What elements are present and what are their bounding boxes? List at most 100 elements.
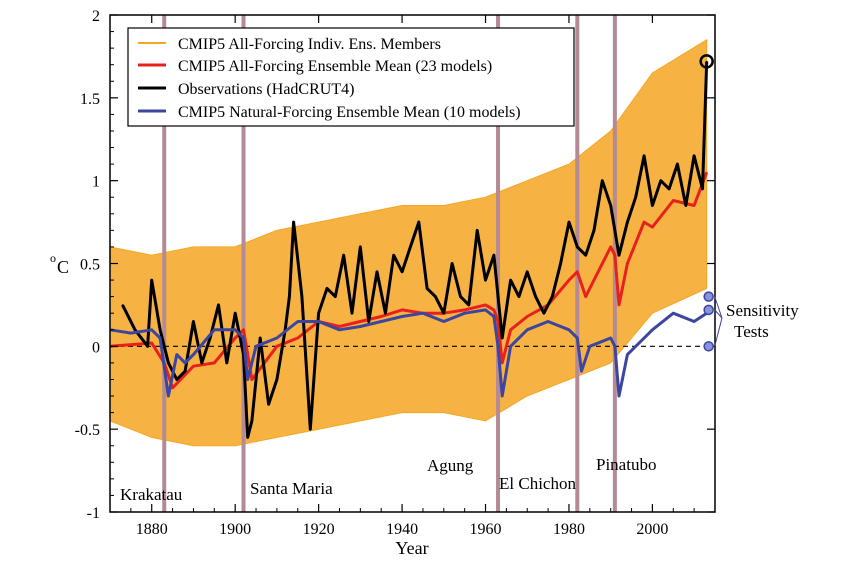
y-tick-label: -0.5 (75, 422, 100, 439)
data-point (568, 329, 570, 331)
sensitivity-leader-line (714, 317, 723, 347)
data-point (359, 320, 361, 323)
data-point (459, 296, 462, 298)
data-point (626, 221, 629, 223)
data-point (451, 262, 453, 265)
data-point (318, 320, 320, 323)
data-point (318, 312, 320, 314)
x-tick-label: 1960 (470, 521, 502, 538)
data-point (464, 309, 466, 311)
data-point (493, 254, 495, 256)
data-point (147, 345, 149, 347)
data-point (601, 180, 603, 182)
data-point (518, 296, 520, 298)
data-point (643, 155, 645, 157)
y-tick-label: 0.5 (80, 257, 100, 274)
x-tick-label: 1980 (553, 521, 585, 538)
sensitivity-leader-line (714, 296, 723, 319)
sensitivity-tests: Sensitivity Tests (703, 291, 799, 352)
data-point (501, 337, 503, 339)
data-point (297, 320, 299, 323)
data-point (468, 304, 470, 306)
data-point (234, 337, 236, 339)
data-point (547, 320, 549, 323)
data-point (651, 226, 654, 228)
data-point (268, 403, 270, 405)
legend-box (127, 27, 575, 127)
data-point (643, 221, 645, 223)
data-point (510, 279, 512, 281)
sensitivity-test-marker (703, 341, 714, 352)
data-point (184, 370, 186, 372)
data-point (301, 296, 303, 298)
data-point (209, 337, 211, 339)
sensitivity-test-marker (703, 291, 714, 302)
volcano-label-pinatubo: Pinatubo (596, 455, 656, 474)
data-point (159, 337, 161, 339)
volcano-labels: Krakatau Santa Maria Agung El Chichon Pinatu… (120, 455, 656, 504)
data-point (134, 329, 136, 331)
data-point (255, 345, 257, 347)
data-point (234, 312, 236, 314)
data-point (593, 229, 595, 231)
data-point (422, 312, 424, 314)
data-point (338, 325, 341, 328)
data-point (172, 387, 174, 389)
data-point (464, 312, 466, 314)
data-point (626, 354, 629, 356)
data-point (384, 312, 386, 314)
data-point (359, 246, 361, 248)
x-tick-label: 1940 (386, 521, 418, 538)
data-point (701, 188, 704, 190)
data-point (501, 395, 503, 397)
data-point (568, 279, 570, 281)
data-point (376, 271, 378, 273)
data-point (493, 309, 495, 311)
data-point (543, 312, 545, 314)
series-1 (121, 60, 709, 439)
data-point (660, 180, 662, 182)
data-point (693, 320, 695, 323)
data-point (251, 378, 253, 381)
y-tick-label: 0 (92, 339, 100, 356)
legend-label-observations: Observations (HadCRUT4) (178, 81, 354, 98)
sensitivity-label-line: Sensitivity (726, 301, 799, 320)
x-tick-label: 1900 (219, 521, 251, 538)
series-line-2 (109, 308, 708, 398)
y-axis-label-unit: C (57, 257, 69, 277)
data-point (130, 332, 132, 334)
data-point (610, 246, 612, 248)
data-point (251, 420, 253, 422)
x-tick-label: 2000 (636, 521, 668, 538)
data-point (685, 204, 687, 207)
data-point (493, 315, 495, 318)
y-tick-label: 1 (92, 174, 100, 191)
data-point (226, 362, 228, 364)
data-point (151, 329, 153, 331)
data-point (443, 312, 445, 314)
data-point (401, 309, 403, 311)
data-point (526, 315, 528, 318)
x-tick-label: 1880 (136, 521, 168, 538)
legend-label-ensemble-members: CMIP5 All-Forcing Indiv. Ens. Members (178, 36, 441, 53)
data-point (580, 370, 583, 372)
data-point (497, 345, 499, 347)
data-point (568, 221, 570, 223)
data-point (672, 312, 674, 314)
endpoint-marker (699, 54, 714, 69)
data-point (651, 204, 654, 207)
data-point (192, 320, 194, 323)
data-point (359, 325, 361, 328)
data-point (551, 296, 553, 298)
data-point (618, 395, 620, 397)
sensitivity-leader-line (714, 309, 723, 319)
data-point (501, 362, 503, 364)
data-point (184, 362, 186, 364)
data-point (593, 279, 595, 281)
sensitivity-label-line: Tests (734, 322, 769, 341)
data-point (176, 378, 178, 381)
data-point (192, 365, 194, 367)
data-point (276, 378, 278, 381)
data-point (476, 229, 478, 231)
